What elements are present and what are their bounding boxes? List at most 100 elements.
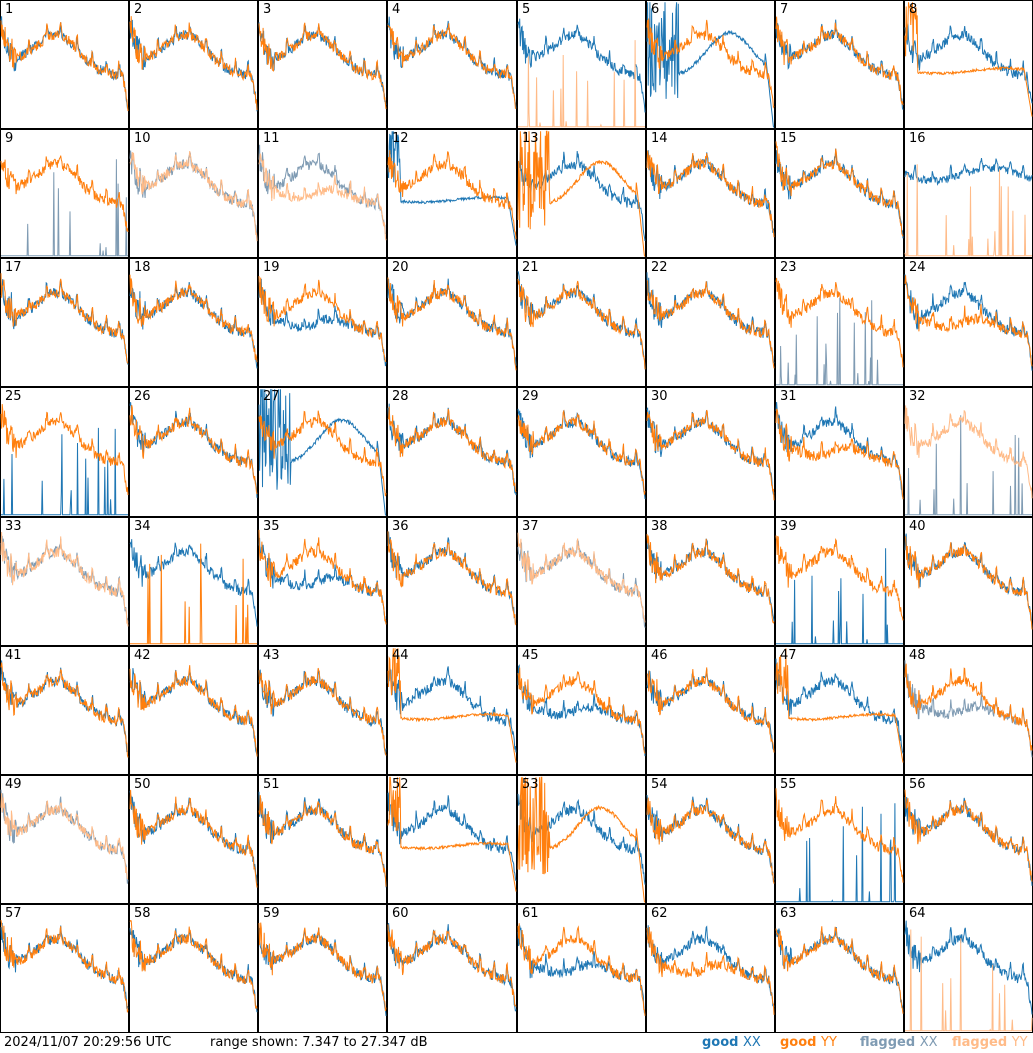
series-flagged-yy <box>517 532 646 623</box>
series-good-yy <box>387 648 517 763</box>
series-good-yy <box>387 924 517 1007</box>
series-flagged-xx <box>0 789 129 884</box>
panel-border <box>0 129 129 258</box>
series-good-xx <box>517 18 646 113</box>
spectrum-plot <box>0 129 129 258</box>
series-good-xx <box>258 537 387 623</box>
panel-number: 11 <box>263 131 280 146</box>
panel-number: 33 <box>5 519 22 534</box>
series-good-yy <box>775 535 904 621</box>
range-text: range shown: 7.347 to 27.347 dB <box>210 1035 428 1050</box>
series-good-yy <box>904 275 1033 367</box>
spectrum-panel: 28 <box>387 387 517 517</box>
panel-border <box>0 258 129 387</box>
panel-number: 53 <box>522 777 539 792</box>
spectrum-plot <box>258 517 387 646</box>
series-good-xx <box>387 131 517 246</box>
spectrum-plot <box>129 646 258 775</box>
panel-number: 31 <box>780 389 797 404</box>
panel-number: 45 <box>522 648 539 663</box>
series-good-xx <box>646 668 775 751</box>
legend-pol: XX <box>743 1035 761 1050</box>
legend-good-xx: good XX <box>702 1033 761 1053</box>
spectrum-panel: 43 <box>258 646 387 775</box>
panel-number: 47 <box>780 648 797 663</box>
panel-border <box>258 775 387 904</box>
series-good-yy <box>775 408 904 500</box>
panel-border <box>646 775 775 904</box>
spectrum-plot <box>258 0 387 129</box>
spectrum-plot <box>646 129 775 258</box>
series-good-yy <box>129 789 258 888</box>
spectrum-panel: 45 <box>517 646 646 775</box>
spectrum-panel: 31 <box>775 387 904 517</box>
series-good-xx <box>0 922 129 1009</box>
series-flagged-yy <box>258 153 387 241</box>
panel-number: 44 <box>392 648 409 663</box>
panel-border <box>646 387 775 517</box>
series-good-xx <box>646 794 775 883</box>
spectrum-plot <box>0 517 129 646</box>
panel-border <box>258 904 387 1033</box>
spectrum-panel: 42 <box>129 646 258 775</box>
panel-border <box>775 904 904 1033</box>
spectrum-panel: 51 <box>258 775 387 904</box>
panel-number: 56 <box>909 777 926 792</box>
spectrum-plot <box>904 387 1033 517</box>
series-good-xx <box>387 403 517 496</box>
series-good-xx <box>904 920 1033 1015</box>
spectrum-panel: 19 <box>258 258 387 387</box>
spectrum-plot <box>904 904 1033 1033</box>
timestamp: 2024/11/07 20:29:56 UTC <box>4 1035 172 1050</box>
series-good-xx <box>387 278 517 366</box>
panel-border <box>775 646 904 775</box>
legend-word: good <box>780 1035 817 1050</box>
spectrum-panel: 58 <box>129 904 258 1033</box>
panel-number: 26 <box>134 389 151 404</box>
panel-border <box>129 387 258 517</box>
panel-number: 38 <box>651 519 668 534</box>
series-good-yy <box>775 277 904 368</box>
series-good-xx <box>129 790 258 884</box>
series-good-xx <box>1 427 128 516</box>
panel-number: 60 <box>392 906 409 921</box>
series-good-yy <box>0 662 129 758</box>
series-flagged-xx <box>0 535 129 623</box>
panel-border <box>129 258 258 387</box>
spectrum-plot <box>904 517 1033 646</box>
panel-number: 9 <box>5 131 14 146</box>
spectrum-plot <box>387 517 517 646</box>
panel-number: 63 <box>780 906 797 921</box>
panel-number: 46 <box>651 648 668 663</box>
series-good-xx <box>646 2 775 128</box>
spectrum-plot <box>775 387 904 517</box>
spectrum-panel: 27 <box>258 387 387 517</box>
panel-number: 36 <box>392 519 409 534</box>
spectrum-plot <box>258 775 387 904</box>
spectrum-panel: 13 <box>517 129 646 258</box>
series-good-xx <box>776 803 903 903</box>
spectrum-panel: 57 <box>0 904 129 1033</box>
series-good-xx <box>775 658 904 754</box>
panel-number: 8 <box>909 2 918 17</box>
series-good-xx <box>0 660 129 753</box>
legend-word: flagged <box>860 1035 916 1050</box>
spectrum-panel: 22 <box>646 258 775 387</box>
panel-border <box>904 387 1033 517</box>
panel-border <box>517 646 646 775</box>
spectrum-plot <box>517 646 646 775</box>
spectrum-plot <box>387 775 517 904</box>
series-good-xx <box>775 19 904 110</box>
panel-number: 50 <box>134 777 151 792</box>
spectrum-panel: 56 <box>904 775 1033 904</box>
panel-border <box>129 0 258 129</box>
spectrum-panel: 44 <box>387 646 517 775</box>
series-good-yy <box>517 409 646 495</box>
series-good-xx <box>904 533 1033 629</box>
series-good-yy <box>646 667 775 753</box>
series-flagged-xx <box>776 297 903 386</box>
spectrum-panel: 64 <box>904 904 1033 1033</box>
series-good-yy <box>258 667 387 756</box>
spectrum-panel: 37 <box>517 517 646 646</box>
series-good-yy <box>129 919 258 1010</box>
